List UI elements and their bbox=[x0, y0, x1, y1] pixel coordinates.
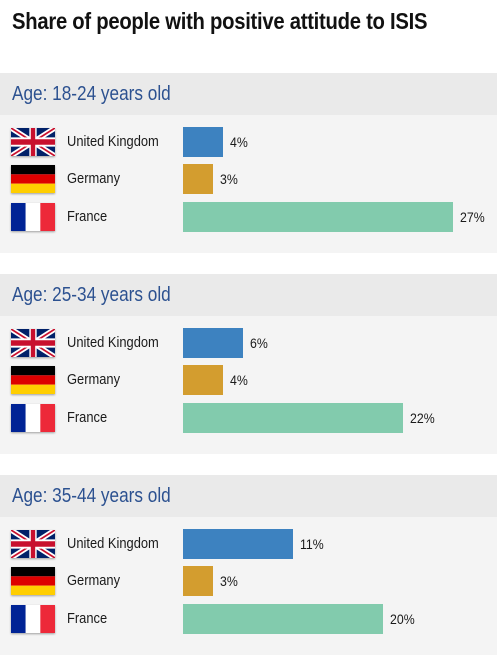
data-label: 11% bbox=[300, 536, 324, 552]
bar-row-france: France 22% bbox=[0, 403, 497, 433]
age-group-bars: United Kingdom 4% Germany 3% France 27% bbox=[0, 115, 497, 253]
data-label: 4% bbox=[230, 134, 248, 150]
country-label: France bbox=[67, 208, 108, 225]
age-group-header: Age: 18-24 years old bbox=[0, 73, 497, 115]
flag-germany-icon bbox=[11, 165, 55, 193]
country-label: Germany bbox=[67, 371, 121, 388]
data-label: 4% bbox=[230, 372, 248, 388]
data-label: 20% bbox=[390, 611, 415, 627]
chart-title: Share of people with positive attitude t… bbox=[12, 8, 428, 34]
age-group-title: Age: 35-44 years old bbox=[12, 484, 171, 507]
age-group-title: Age: 18-24 years old bbox=[12, 82, 171, 105]
country-label: Germany bbox=[67, 572, 121, 589]
bar-france bbox=[183, 202, 453, 232]
bar-row-united-kingdom: United Kingdom 11% bbox=[0, 527, 497, 561]
flag-united-kingdom-icon bbox=[10, 326, 56, 360]
age-group-title: Age: 25-34 years old bbox=[12, 283, 171, 306]
flag-united-kingdom-icon bbox=[10, 125, 56, 159]
flag-france-icon bbox=[11, 605, 55, 633]
age-group-header: Age: 35-44 years old bbox=[0, 475, 497, 517]
country-label: France bbox=[67, 409, 108, 426]
data-label: 3% bbox=[220, 171, 238, 187]
bar-row-united-kingdom: United Kingdom 6% bbox=[0, 326, 497, 360]
bar-france bbox=[183, 604, 383, 634]
bar-row-france: France 20% bbox=[0, 604, 497, 634]
age-group-panel: Age: 25-34 years old United Kingdom 6% Germ… bbox=[0, 274, 497, 454]
bar-row-france: France 27% bbox=[0, 202, 497, 232]
flag-united-kingdom-icon bbox=[10, 527, 56, 561]
bar-row-germany: Germany 3% bbox=[0, 566, 497, 596]
country-label: United Kingdom bbox=[67, 334, 159, 351]
country-label: United Kingdom bbox=[67, 535, 159, 552]
country-label: Germany bbox=[67, 170, 121, 187]
bar-united-kingdom bbox=[183, 328, 243, 358]
country-label: United Kingdom bbox=[67, 133, 159, 150]
bar-france bbox=[183, 403, 403, 433]
flag-france-icon bbox=[11, 404, 55, 432]
age-group-bars: United Kingdom 6% Germany 4% France 22% bbox=[0, 316, 497, 454]
flag-france-icon bbox=[11, 203, 55, 231]
bar-germany bbox=[183, 566, 213, 596]
age-group-panel: Age: 35-44 years old United Kingdom 11% Ger… bbox=[0, 475, 497, 655]
bar-united-kingdom bbox=[183, 127, 223, 157]
flag-germany-icon bbox=[11, 366, 55, 394]
data-label: 3% bbox=[220, 573, 238, 589]
data-label: 22% bbox=[410, 410, 435, 426]
bar-row-germany: Germany 4% bbox=[0, 365, 497, 395]
bar-row-united-kingdom: United Kingdom 4% bbox=[0, 125, 497, 159]
country-label: France bbox=[67, 610, 108, 627]
age-group-panel: Age: 18-24 years old United Kingdom 4% Germ… bbox=[0, 73, 497, 253]
data-label: 6% bbox=[250, 335, 268, 351]
age-group-bars: United Kingdom 11% Germany 3% France 20% bbox=[0, 517, 497, 655]
flag-germany-icon bbox=[11, 567, 55, 595]
bar-germany bbox=[183, 365, 223, 395]
age-group-header: Age: 25-34 years old bbox=[0, 274, 497, 316]
data-label: 27% bbox=[460, 209, 485, 225]
bar-germany bbox=[183, 164, 213, 194]
bar-row-germany: Germany 3% bbox=[0, 164, 497, 194]
bar-united-kingdom bbox=[183, 529, 293, 559]
